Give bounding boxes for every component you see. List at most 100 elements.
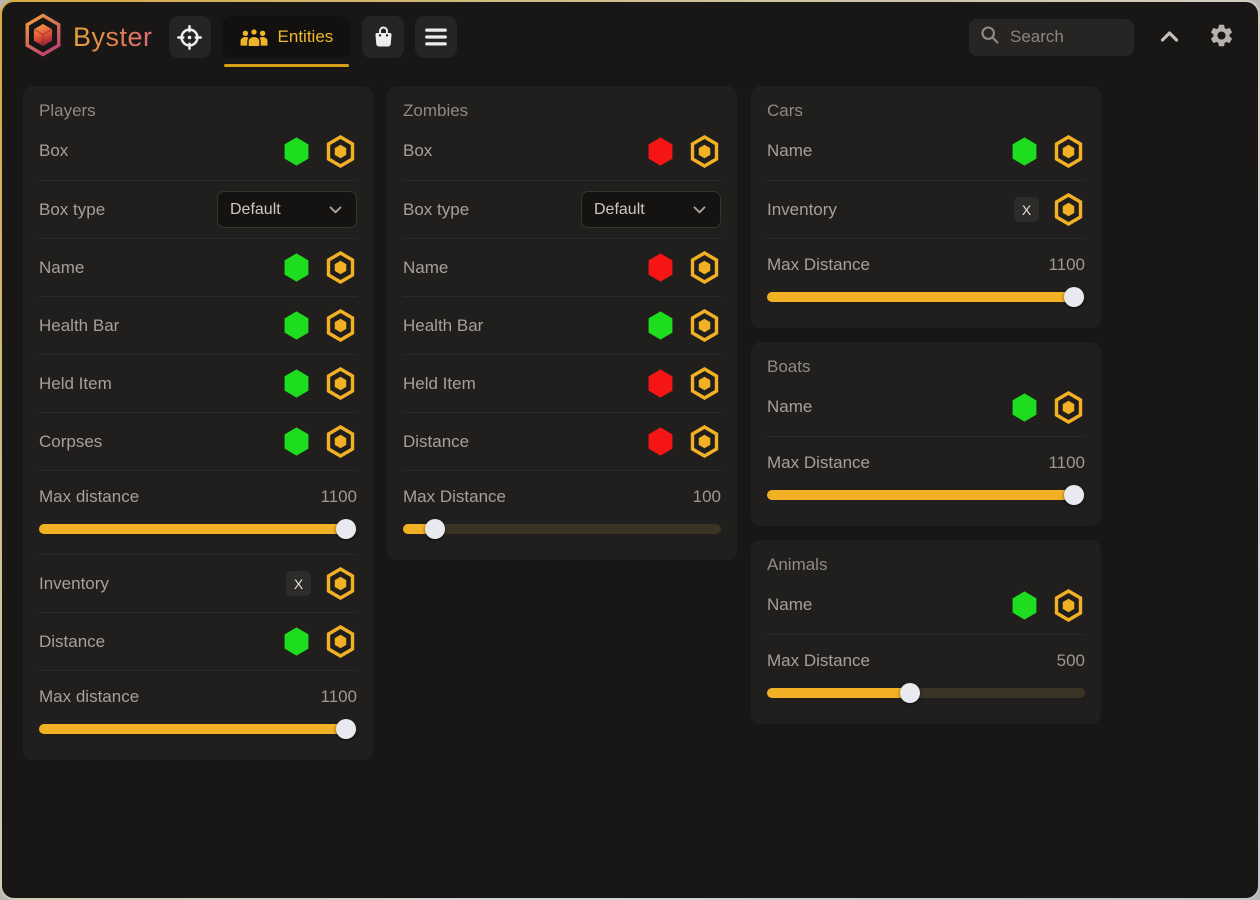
- row-max-distance: Max Distance 1100: [767, 436, 1085, 520]
- slider-track[interactable]: [39, 719, 357, 739]
- options-hexagon-icon[interactable]: [688, 424, 721, 459]
- toggle-on-hexagon-icon[interactable]: [1010, 392, 1039, 423]
- slider-head: Max Distance 1100: [767, 453, 1085, 473]
- toggle-off-hexagon-icon[interactable]: [646, 368, 675, 399]
- nav-button-menu[interactable]: [415, 16, 458, 58]
- row-label: Name: [767, 595, 813, 614]
- row-controls: [646, 250, 721, 285]
- row-max-distance: Max Distance 100: [403, 470, 721, 554]
- keybind-badge[interactable]: X: [1014, 197, 1039, 222]
- slider-thumb[interactable]: [335, 519, 356, 539]
- slider-thumb[interactable]: [424, 519, 445, 539]
- toggle-on-hexagon-icon[interactable]: [1010, 590, 1039, 621]
- row-inventory: Inventory X: [767, 180, 1085, 238]
- bag-icon: [371, 24, 396, 50]
- column-right: Cars Name Inventory X Max Distance 1100 Boats N…: [751, 86, 1101, 724]
- options-hexagon-icon[interactable]: [324, 566, 357, 601]
- select-value: Default: [230, 200, 281, 218]
- box-type-select[interactable]: Default: [581, 191, 721, 228]
- options-hexagon-icon[interactable]: [688, 250, 721, 285]
- row-label: Held Item: [403, 373, 476, 393]
- options-hexagon-icon[interactable]: [1052, 134, 1085, 169]
- crosshair-icon: [176, 24, 203, 51]
- panel-rows: Name Max Distance 1100: [751, 378, 1101, 520]
- toggle-on-hexagon-icon[interactable]: [282, 310, 311, 341]
- row-controls: [282, 624, 357, 659]
- row-controls: [1010, 390, 1085, 425]
- slider-track[interactable]: [767, 683, 1085, 703]
- toggle-off-hexagon-icon[interactable]: [646, 136, 675, 167]
- row-label: Name: [403, 257, 449, 277]
- row-max-distance: Max Distance 1100: [767, 238, 1085, 322]
- search-box[interactable]: [969, 18, 1134, 56]
- options-hexagon-icon[interactable]: [324, 366, 357, 401]
- slider-value: 1100: [1048, 255, 1085, 274]
- slider-thumb[interactable]: [335, 719, 356, 739]
- slider-thumb[interactable]: [1063, 287, 1084, 307]
- slider-track[interactable]: [767, 287, 1085, 307]
- toggle-on-hexagon-icon[interactable]: [282, 136, 311, 167]
- options-hexagon-icon[interactable]: [324, 624, 357, 659]
- row-distance: Distance: [403, 412, 721, 470]
- options-hexagon-icon[interactable]: [324, 134, 357, 169]
- options-hexagon-icon[interactable]: [688, 366, 721, 401]
- options-hexagon-icon[interactable]: [688, 134, 721, 169]
- tab-entities[interactable]: Entities: [221, 16, 352, 67]
- panel-title: Players: [39, 101, 96, 120]
- slider-track[interactable]: [39, 519, 357, 539]
- slider-track[interactable]: [403, 519, 721, 539]
- toggle-off-hexagon-icon[interactable]: [646, 252, 675, 283]
- row-name: Name: [403, 238, 721, 296]
- row-box-type: Box type Default: [39, 180, 357, 238]
- options-hexagon-icon[interactable]: [1052, 588, 1085, 623]
- slider-track[interactable]: [767, 485, 1085, 505]
- menu-icon: [423, 26, 449, 48]
- app-logo: Byster: [22, 12, 153, 63]
- options-hexagon-icon[interactable]: [1052, 192, 1085, 227]
- toggle-on-hexagon-icon[interactable]: [1010, 136, 1039, 167]
- toggle-on-hexagon-icon[interactable]: [282, 252, 311, 283]
- nav-button-shop[interactable]: [362, 16, 405, 58]
- options-hexagon-icon[interactable]: [324, 308, 357, 343]
- slider-thumb[interactable]: [1063, 485, 1084, 505]
- panel-zombies: Zombies Box Box type Default Name Health Bar H…: [387, 86, 737, 560]
- toggle-on-hexagon-icon[interactable]: [282, 626, 311, 657]
- options-hexagon-icon[interactable]: [324, 424, 357, 459]
- panel-players: Players Box Box type Default Name Health Bar H…: [23, 86, 373, 760]
- row-label: Max Distance: [767, 651, 870, 670]
- options-hexagon-icon[interactable]: [688, 308, 721, 343]
- box-type-select[interactable]: Default: [217, 191, 357, 228]
- toggle-off-hexagon-icon[interactable]: [646, 426, 675, 457]
- search-input[interactable]: [1008, 26, 1124, 48]
- panel-title: Boats: [767, 357, 811, 376]
- chevron-down-icon: [327, 201, 344, 218]
- toggle-on-hexagon-icon[interactable]: [646, 310, 675, 341]
- settings-button[interactable]: [1205, 19, 1238, 55]
- toggle-on-hexagon-icon[interactable]: [282, 426, 311, 457]
- row-controls: [282, 134, 357, 169]
- row-controls: [282, 424, 357, 459]
- options-hexagon-icon[interactable]: [1052, 390, 1085, 425]
- header: Byster Entities: [2, 2, 1258, 72]
- nav-button-aim[interactable]: [168, 16, 211, 58]
- row-label: Distance: [403, 431, 470, 451]
- slider-head: Max Distance 100: [403, 487, 721, 507]
- keybind-badge[interactable]: X: [286, 571, 311, 596]
- slider-fill: [767, 490, 1074, 500]
- toggle-on-hexagon-icon[interactable]: [282, 368, 311, 399]
- options-hexagon-icon[interactable]: [324, 250, 357, 285]
- row-box: Box: [39, 122, 357, 180]
- slider-thumb[interactable]: [900, 683, 921, 703]
- row-inventory: Inventory X: [39, 554, 357, 612]
- row-label: Box type: [403, 199, 470, 219]
- row-health-bar: Health Bar: [403, 296, 721, 354]
- panel-animals: Animals Name Max Distance 500: [751, 540, 1101, 724]
- row-controls: [282, 308, 357, 343]
- main-nav: Entities: [168, 16, 458, 67]
- row-label: Inventory: [767, 199, 837, 219]
- row-label: Name: [39, 257, 85, 277]
- slider-fill: [767, 688, 911, 698]
- collapse-button[interactable]: [1154, 22, 1185, 53]
- row-held-item: Held Item: [403, 354, 721, 412]
